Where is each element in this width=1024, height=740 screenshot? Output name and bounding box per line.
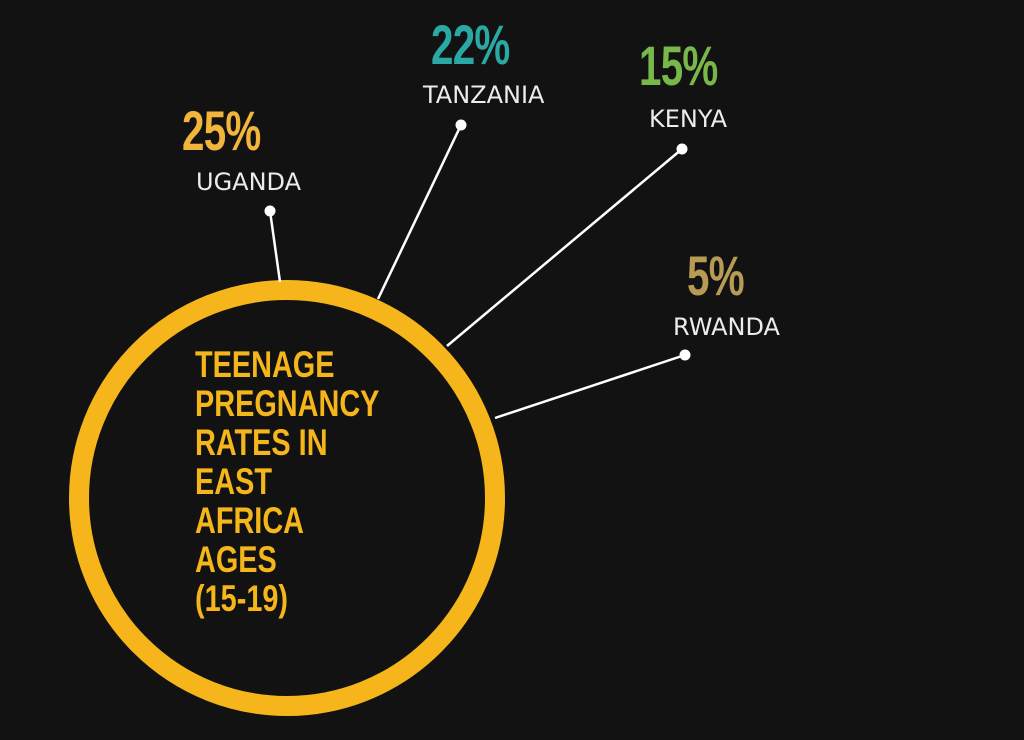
country-label-kenya: KENYA — [649, 105, 728, 133]
connector-line-kenya — [446, 148, 683, 347]
title-line: RATES IN — [195, 422, 328, 463]
value-label-tanzania: 22% — [431, 13, 510, 76]
connector-dot-kenya — [676, 143, 688, 155]
country-label-rwanda: RWANDA — [673, 313, 780, 341]
connector-line-uganda — [268, 210, 282, 283]
country-label-uganda: UGANDA — [196, 168, 302, 196]
value-label-rwanda: 5% — [687, 244, 745, 307]
title-line: EAST — [195, 461, 272, 502]
value-label-uganda: 25% — [182, 99, 261, 162]
connector-line-rwanda — [494, 353, 686, 420]
connector-line-tanzania — [376, 124, 463, 300]
country-label-tanzania: TANZANIA — [423, 81, 545, 109]
value-label-kenya: 15% — [639, 34, 718, 97]
chart-title: TEENAGE PREGNANCY RATES IN EAST AFRICA A… — [195, 345, 379, 618]
connector-dot-rwanda — [679, 349, 691, 361]
title-line: AGES — [195, 539, 277, 580]
connector-dot-tanzania — [455, 119, 467, 131]
title-line: TEENAGE — [195, 344, 335, 385]
title-ring — [69, 280, 505, 716]
title-line: PREGNANCY — [195, 383, 380, 424]
connector-dot-uganda — [264, 205, 276, 217]
title-line: (15-19) — [195, 578, 289, 619]
title-line: AFRICA — [195, 500, 305, 541]
